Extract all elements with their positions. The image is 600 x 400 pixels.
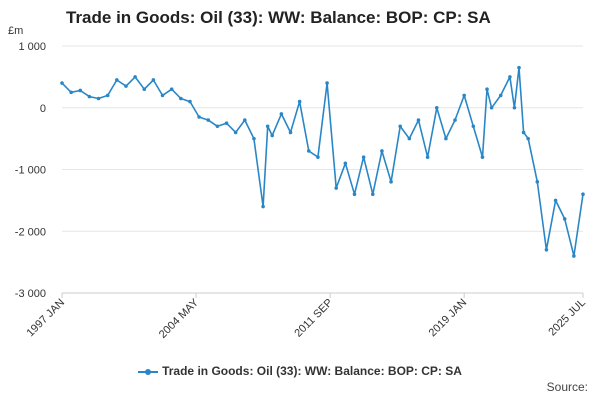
data-point[interactable] xyxy=(572,254,576,258)
data-point[interactable] xyxy=(87,94,92,99)
data-point[interactable] xyxy=(562,217,567,221)
data-point[interactable] xyxy=(179,96,183,101)
data-point[interactable] xyxy=(261,204,265,209)
data-point[interactable] xyxy=(544,247,549,252)
data-point[interactable] xyxy=(334,186,339,190)
x-tick-label: 2025 JUL xyxy=(546,297,588,339)
data-point[interactable] xyxy=(243,118,247,122)
data-point[interactable] xyxy=(444,136,448,141)
data-point[interactable] xyxy=(380,149,384,153)
series-line[interactable] xyxy=(61,66,584,257)
data-point[interactable] xyxy=(279,112,284,116)
data-point[interactable] xyxy=(398,124,402,129)
data-point[interactable] xyxy=(521,130,526,135)
data-point[interactable] xyxy=(233,130,238,135)
x-tick-label: 2011 SEP xyxy=(292,297,335,340)
data-point[interactable] xyxy=(512,105,517,110)
x-tick-label: 2019 JAN xyxy=(427,297,470,340)
chart-title: Trade in Goods: Oil (33): WW: Balance: B… xyxy=(66,8,491,27)
data-point[interactable] xyxy=(142,87,147,92)
data-point[interactable] xyxy=(434,105,439,110)
data-point[interactable] xyxy=(316,155,320,159)
data-point[interactable] xyxy=(508,75,512,79)
data-point[interactable] xyxy=(535,180,540,184)
data-point[interactable] xyxy=(407,136,412,141)
data-point[interactable] xyxy=(160,93,165,98)
data-point[interactable] xyxy=(471,124,476,129)
data-point[interactable] xyxy=(389,180,393,184)
y-tick-label: -2 000 xyxy=(15,226,46,238)
data-point[interactable] xyxy=(297,99,302,104)
data-point[interactable] xyxy=(517,65,521,70)
data-point[interactable] xyxy=(361,155,366,159)
series-group xyxy=(60,65,585,258)
data-point[interactable] xyxy=(480,155,485,159)
data-point[interactable] xyxy=(252,136,256,141)
data-point[interactable] xyxy=(498,93,503,98)
data-point[interactable] xyxy=(78,88,83,93)
data-point[interactable] xyxy=(96,96,101,101)
data-point[interactable] xyxy=(105,93,110,98)
data-point[interactable] xyxy=(188,99,192,104)
y-tick-label: -3 000 xyxy=(15,288,46,300)
data-point[interactable] xyxy=(133,75,137,79)
data-point[interactable] xyxy=(197,115,201,119)
data-point[interactable] xyxy=(489,105,494,110)
data-point[interactable] xyxy=(288,130,293,135)
data-point[interactable] xyxy=(206,118,211,122)
data-point[interactable] xyxy=(151,78,156,82)
data-point[interactable] xyxy=(462,93,466,98)
y-tick-label: 0 xyxy=(40,103,46,115)
data-point[interactable] xyxy=(352,192,357,196)
y-tick-label: -1 000 xyxy=(15,165,46,177)
data-point[interactable] xyxy=(124,84,128,88)
legend[interactable]: Trade in Goods: Oil (33): WW: Balance: B… xyxy=(0,364,600,378)
data-point[interactable] xyxy=(325,81,329,85)
data-point[interactable] xyxy=(526,136,530,141)
data-point[interactable] xyxy=(69,90,73,95)
legend-label: Trade in Goods: Oil (33): WW: Balance: B… xyxy=(162,364,462,378)
data-point[interactable] xyxy=(453,118,457,122)
legend-marker-icon xyxy=(138,368,159,375)
y-axis-ticks: 1 000 0 -1 000 -2 000 -3 000 xyxy=(15,41,46,300)
data-point[interactable] xyxy=(343,161,348,166)
data-point[interactable] xyxy=(224,121,229,125)
y-axis-unit-label: £m xyxy=(8,25,24,37)
data-point[interactable] xyxy=(265,124,270,129)
data-point[interactable] xyxy=(370,192,375,196)
x-tick-label: 1997 JAN xyxy=(24,297,67,340)
data-point[interactable] xyxy=(425,155,430,159)
data-point[interactable] xyxy=(306,149,311,153)
x-tick-label: 2004 MAY xyxy=(157,296,202,341)
data-point[interactable] xyxy=(115,78,119,82)
y-tick-label: 1 000 xyxy=(18,41,46,53)
data-point[interactable] xyxy=(60,81,64,85)
data-point[interactable] xyxy=(581,192,585,196)
data-point[interactable] xyxy=(270,133,275,138)
data-point[interactable] xyxy=(169,87,174,92)
data-point[interactable] xyxy=(416,118,421,122)
data-point[interactable] xyxy=(215,124,220,129)
data-point[interactable] xyxy=(485,87,489,92)
source-label: Source: xyxy=(546,380,588,394)
data-point[interactable] xyxy=(553,198,558,203)
x-axis-ticks: 1997 JAN 2004 MAY 2011 SEP 2019 JAN 2025 JUL xyxy=(24,292,588,341)
